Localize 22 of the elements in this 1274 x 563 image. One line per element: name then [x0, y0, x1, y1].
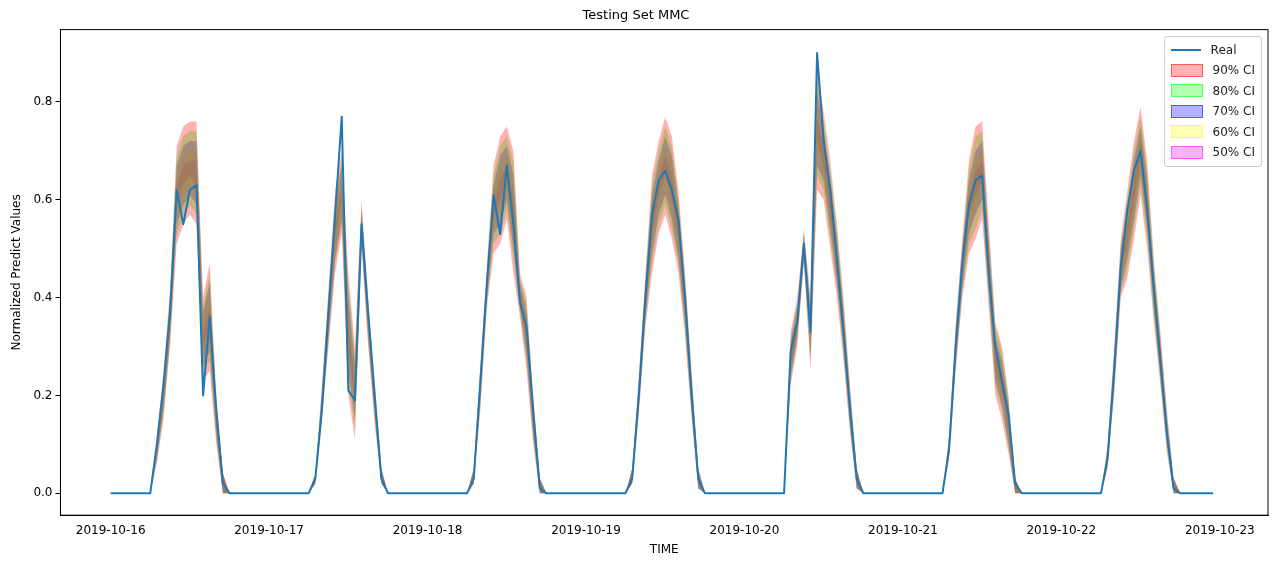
legend-label: 70% CI [1212, 104, 1255, 119]
x-tick-label: 2019-10-16 [75, 522, 146, 537]
x-tick-label: 2019-10-22 [1026, 522, 1097, 537]
y-tick-label: 0.0 [33, 485, 53, 500]
legend-label: Real [1210, 42, 1237, 57]
x-axis-title: TIME [648, 541, 679, 556]
x-tick-label: 2019-10-18 [392, 522, 463, 537]
y-axis-title: Normalized Predict Values [9, 194, 24, 351]
legend-label: 90% CI [1212, 63, 1255, 78]
x-tick-label: 2019-10-20 [709, 522, 780, 537]
x-tick-label: 2019-10-23 [1184, 522, 1255, 537]
y-tick-label: 0.2 [33, 387, 53, 402]
legend-label: 50% CI [1212, 145, 1255, 160]
legend-label: 80% CI [1212, 83, 1255, 98]
y-tick-label: 0.8 [33, 94, 53, 109]
chart-title: Testing Set MMC [581, 7, 690, 23]
y-tick-label: 0.6 [33, 191, 53, 206]
x-tick-label: 2019-10-21 [868, 522, 938, 537]
y-tick-label: 0.4 [33, 289, 53, 304]
legend-label: 60% CI [1212, 124, 1255, 139]
x-tick-label: 2019-10-19 [551, 522, 621, 537]
x-tick-label: 2019-10-17 [234, 522, 304, 537]
